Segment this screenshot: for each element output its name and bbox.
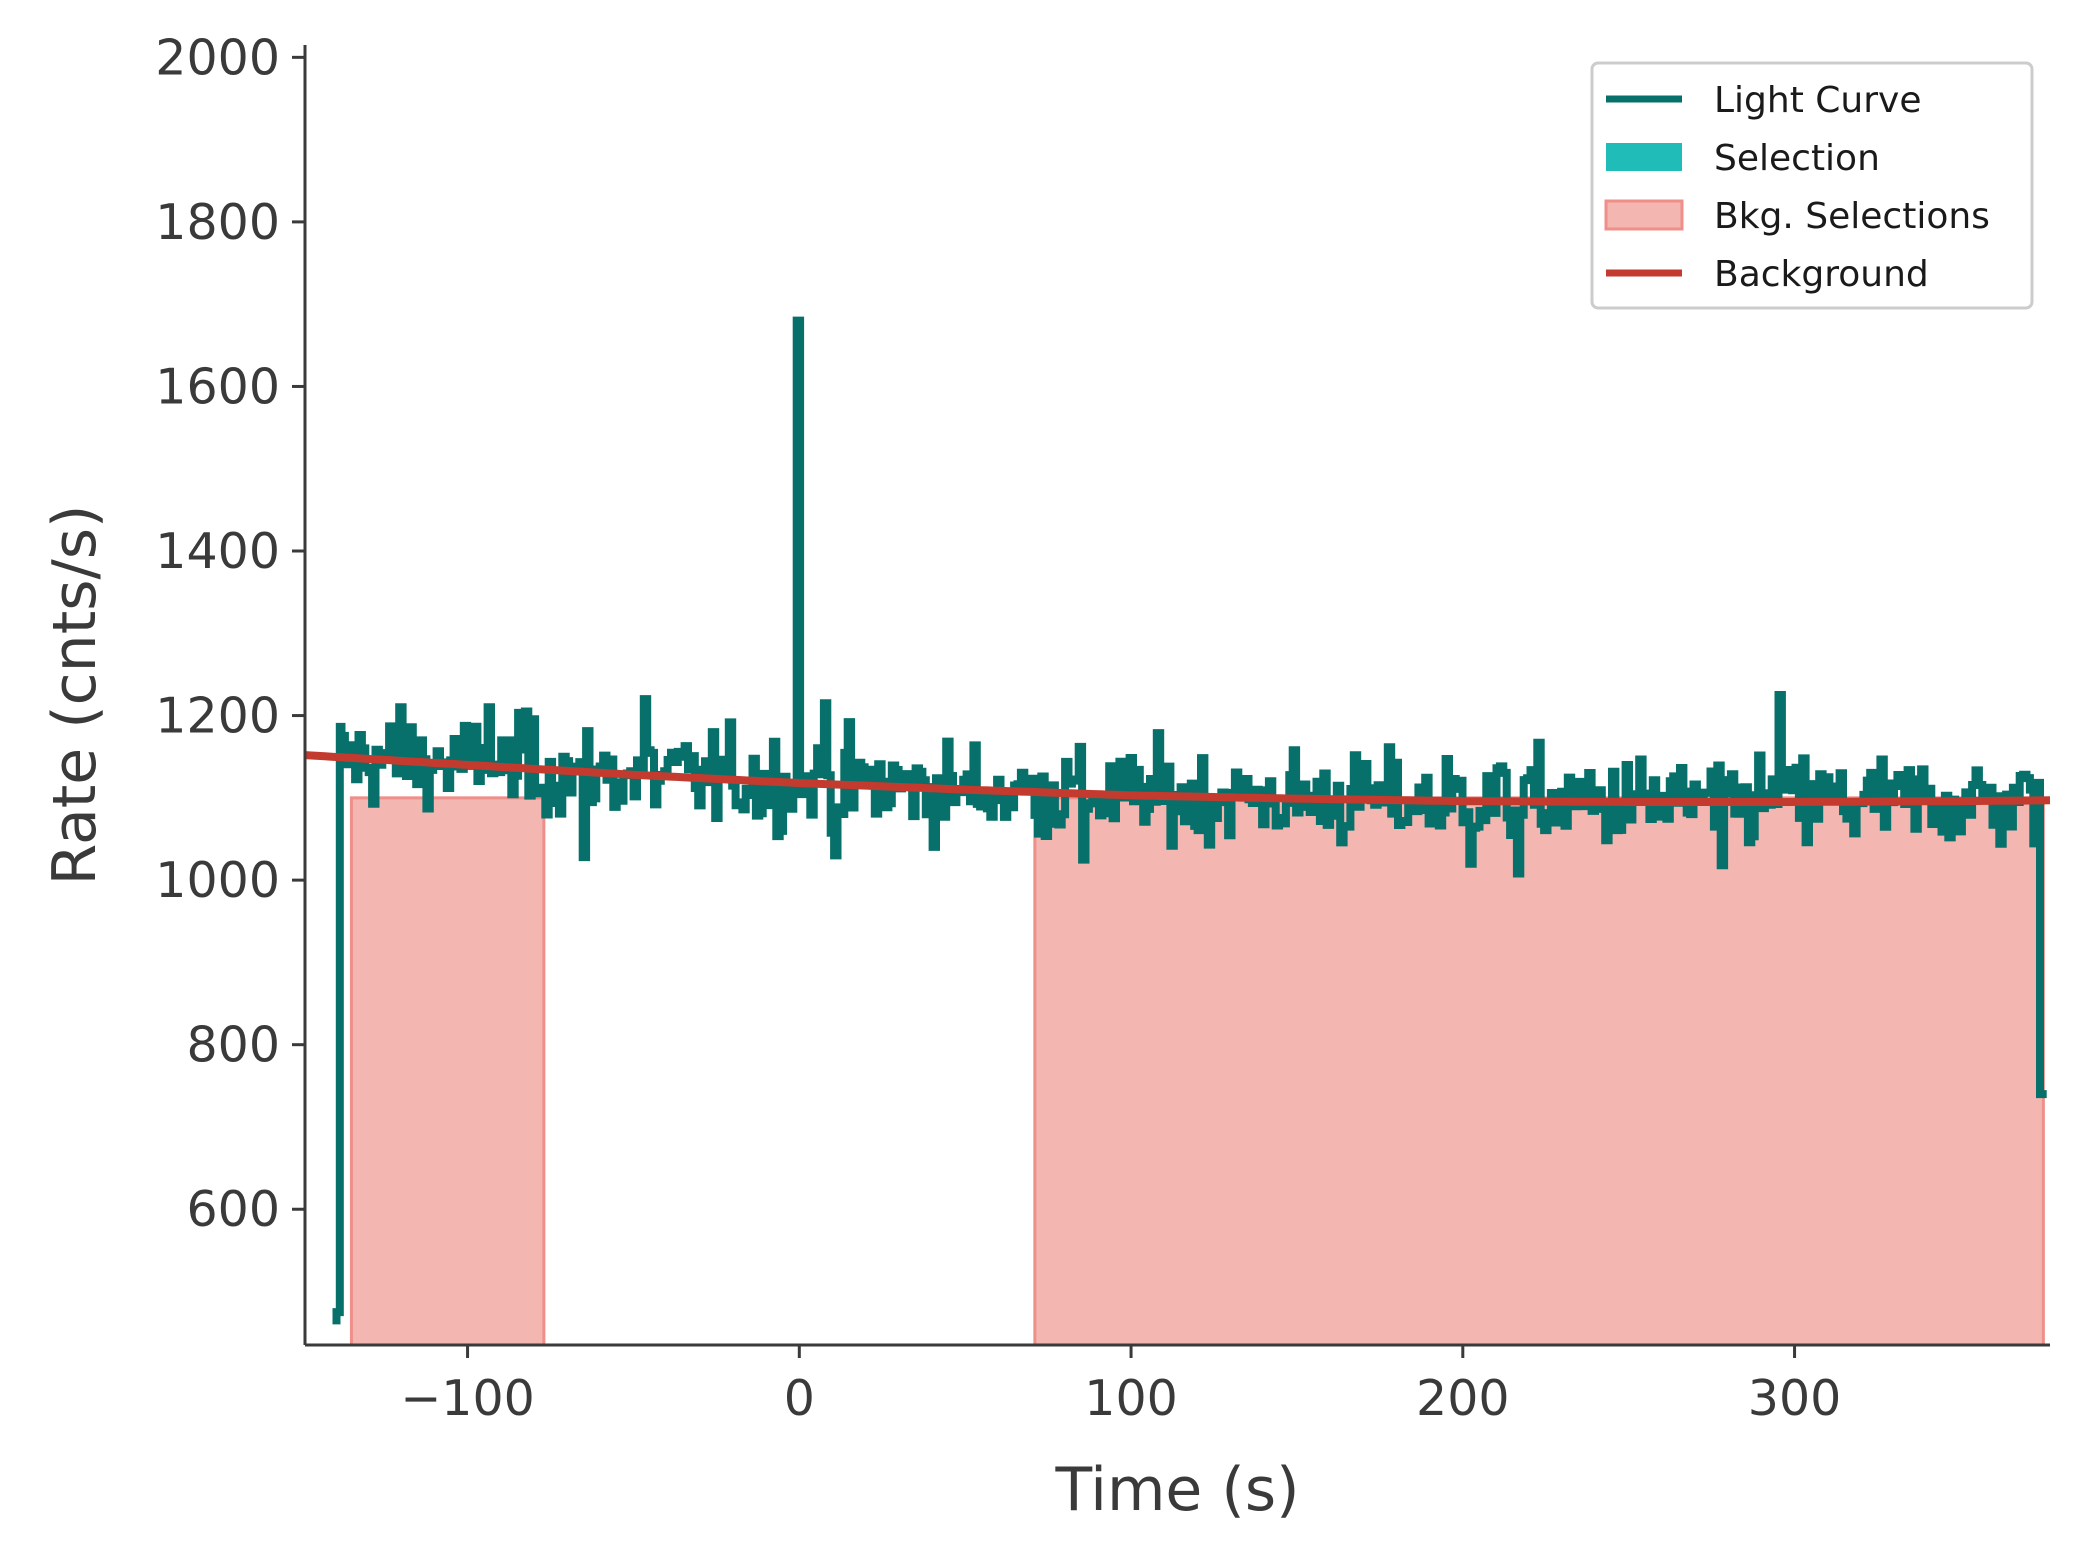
bkg-selection-regions bbox=[349, 796, 2045, 1347]
legend-label: Light Curve bbox=[1714, 80, 1922, 121]
background-model-layer bbox=[304, 751, 2051, 806]
y-tick-label: 800 bbox=[186, 1017, 280, 1074]
x-tick-label: 200 bbox=[1416, 1370, 1510, 1427]
legend-patch-swatch bbox=[1604, 199, 1684, 231]
y-ticks: 600 800 1000 1200 1400 1600 1800 2000 bbox=[155, 29, 305, 1238]
bkg-selection-region-1 bbox=[349, 796, 546, 1347]
legend-label: Bkg. Selections bbox=[1714, 196, 1990, 237]
legend-entries: Light Curve Selection Bkg. Selections Backg… bbox=[1604, 80, 1990, 295]
legend-frame bbox=[1590, 61, 2034, 310]
legend-entry: Selection bbox=[1606, 138, 1880, 179]
legend-entry: Light Curve bbox=[1606, 80, 1922, 121]
y-tick-label: 1600 bbox=[155, 358, 280, 415]
legend-entry: Bkg. Selections bbox=[1604, 196, 1990, 237]
x-tick-label: 100 bbox=[1084, 1370, 1178, 1427]
background-model-line bbox=[304, 751, 2051, 806]
x-tick-label: −100 bbox=[400, 1370, 535, 1427]
legend-label: Selection bbox=[1714, 138, 1880, 179]
x-ticks: −100 0 100 200 300 bbox=[400, 1345, 1841, 1427]
x-axis-title: Time (s) bbox=[1055, 1455, 1300, 1525]
x-tick-label: 300 bbox=[1748, 1370, 1842, 1427]
bkg-selection-region-2 bbox=[1033, 796, 2045, 1347]
y-tick-label: 1400 bbox=[155, 523, 280, 580]
legend: Light Curve Selection Bkg. Selections Backg… bbox=[1590, 61, 2034, 310]
y-tick-label: 1000 bbox=[155, 852, 280, 909]
legend-label: Background bbox=[1714, 254, 1929, 295]
y-tick-label: 1800 bbox=[155, 194, 280, 251]
y-tick-label: 2000 bbox=[155, 29, 280, 86]
axes bbox=[303, 45, 2050, 1347]
y-tick-label: 1200 bbox=[155, 688, 280, 745]
legend-entry: Background bbox=[1606, 254, 1929, 295]
y-tick-label: 600 bbox=[186, 1181, 280, 1238]
x-tick-label: 0 bbox=[784, 1370, 815, 1427]
legend-patch-swatch bbox=[1606, 143, 1682, 171]
y-axis-title: Rate (cnts/s) bbox=[40, 505, 110, 886]
